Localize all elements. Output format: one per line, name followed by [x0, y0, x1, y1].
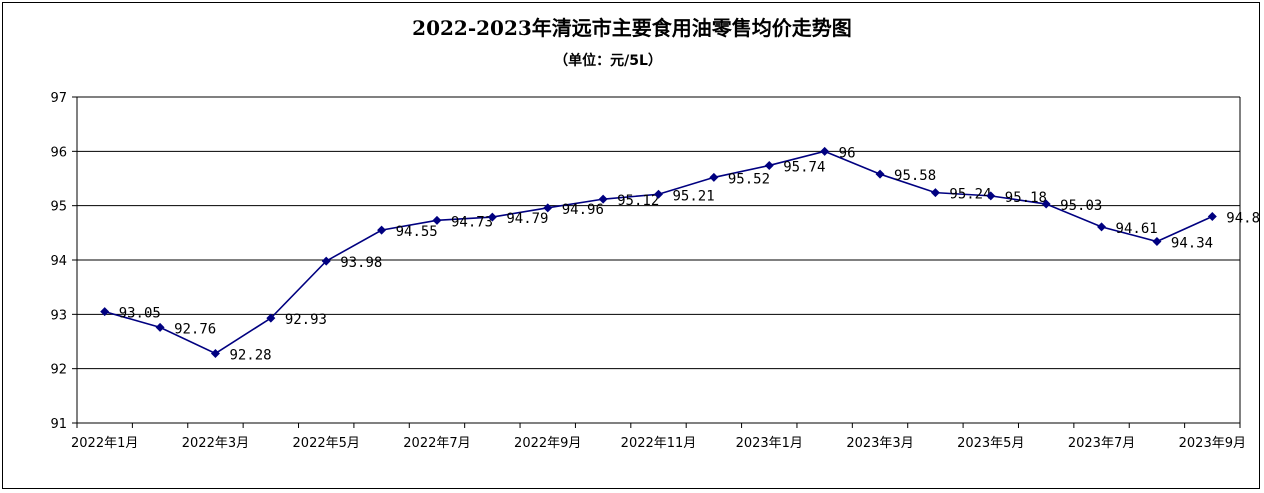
data-point-marker — [487, 212, 497, 222]
data-point-marker — [377, 225, 387, 235]
x-tick-label: 2023年1月 — [736, 436, 803, 451]
data-label: 94.55 — [396, 224, 438, 240]
x-tick-label: 2022年1月 — [71, 436, 138, 451]
data-label: 95.12 — [617, 193, 659, 209]
x-tick-label: 2023年5月 — [957, 436, 1024, 451]
data-label: 94.73 — [451, 214, 493, 230]
data-label: 95.24 — [949, 187, 991, 203]
x-tick-label: 2023年9月 — [1179, 436, 1246, 451]
data-label: 94.34 — [1171, 236, 1213, 252]
series-line — [104, 150, 1213, 355]
chart-subtitle: （单位：元/5L） — [554, 53, 662, 69]
data-point-marker — [654, 189, 663, 199]
data-point-marker — [1041, 199, 1051, 209]
y-tick-label: 94 — [50, 254, 67, 269]
x-axis-ticks: 2022年1月 2022年3月 2022年5月 2022年7月 2022年9月 2022年… — [71, 423, 1246, 451]
data-label: 94.79 — [506, 211, 548, 227]
x-tick-label: 2023年3月 — [846, 436, 913, 451]
data-label: 95.52 — [728, 171, 770, 187]
y-tick-label: 93 — [50, 308, 67, 323]
x-tick-label: 2022年11月 — [621, 436, 697, 451]
data-point-marker — [266, 313, 276, 323]
data-point-marker — [598, 194, 608, 204]
data-label: 92.28 — [229, 347, 271, 363]
data-label: 95.74 — [783, 159, 825, 175]
data-label: 93.98 — [340, 255, 382, 271]
data-point-marker — [210, 348, 220, 358]
y-tick-label: 95 — [50, 200, 67, 215]
y-tick-label: 92 — [50, 363, 67, 378]
data-point-marker — [764, 160, 774, 170]
data-point-marker — [1152, 237, 1162, 247]
data-label: 94.8 — [1226, 211, 1260, 227]
data-label: 95.18 — [1005, 190, 1047, 206]
chart-title: 2022-2023年清远市主要食用油零售均价走势图 — [412, 16, 852, 40]
data-label: 96 — [839, 145, 856, 161]
x-tick-label: 2022年5月 — [293, 436, 360, 451]
data-point-marker — [155, 322, 165, 332]
data-label: 92.93 — [285, 312, 327, 328]
data-point-marker — [1207, 212, 1217, 222]
data-point-marker — [875, 169, 885, 179]
data-point-marker — [100, 307, 110, 317]
data-point-marker — [930, 188, 940, 198]
data-point-marker — [820, 146, 830, 156]
data-point-marker — [321, 256, 331, 266]
x-tick-label: 2022年9月 — [514, 436, 581, 451]
data-label: 95.21 — [673, 188, 715, 204]
x-tick-label: 2022年3月 — [182, 436, 249, 451]
data-label: 95.58 — [894, 168, 936, 184]
plot-area: 93.05 92.76 92.28 92.93 93.98 94.55 94.73 94.79… — [100, 145, 1260, 363]
data-label: 93.05 — [119, 306, 161, 322]
y-tick-label: 96 — [50, 145, 67, 160]
grid-lines — [76, 96, 1241, 424]
y-tick-label: 97 — [50, 91, 67, 106]
data-label: 95.03 — [1060, 198, 1102, 214]
x-tick-label: 2022年7月 — [403, 436, 470, 451]
data-point-marker — [1097, 222, 1107, 232]
data-label: 94.61 — [1116, 221, 1158, 237]
data-label: 94.96 — [562, 202, 604, 218]
data-label: 92.76 — [174, 321, 216, 337]
data-point-marker — [432, 215, 442, 225]
data-point-marker — [709, 172, 719, 182]
data-point-marker — [986, 191, 996, 201]
data-point-marker — [543, 203, 553, 213]
y-axis-ticks: 91 92 93 94 95 96 97 — [50, 91, 77, 432]
y-tick-label: 91 — [50, 417, 67, 432]
x-tick-label: 2023年7月 — [1068, 436, 1135, 451]
